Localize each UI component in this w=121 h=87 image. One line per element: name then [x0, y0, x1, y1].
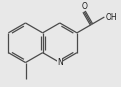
- Text: OH: OH: [105, 13, 117, 21]
- Text: N: N: [57, 58, 63, 67]
- Text: O: O: [81, 2, 87, 11]
